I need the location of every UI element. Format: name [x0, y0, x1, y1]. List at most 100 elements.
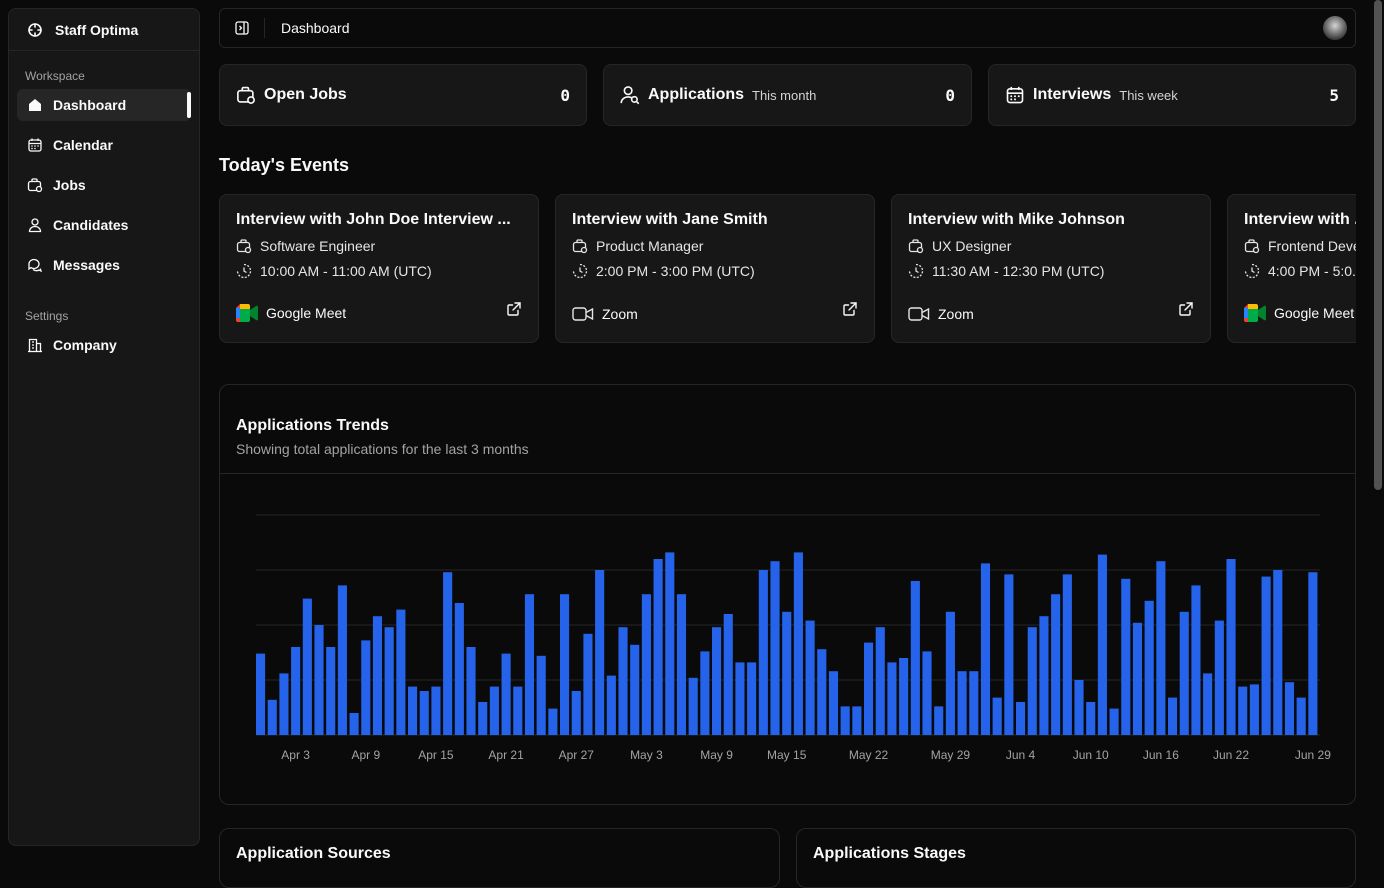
chart-bar[interactable]: [1308, 572, 1318, 735]
chart-bar[interactable]: [793, 552, 803, 735]
chart-bar[interactable]: [408, 686, 418, 735]
chart-bar[interactable]: [1168, 697, 1178, 735]
chart-bar[interactable]: [630, 644, 640, 735]
chart-bar[interactable]: [1296, 697, 1306, 735]
chart-bar[interactable]: [969, 671, 979, 735]
breadcrumb[interactable]: Dashboard: [281, 20, 350, 36]
open-meeting-link-button[interactable]: [1178, 301, 1194, 322]
chart-bar[interactable]: [922, 651, 932, 735]
chart-bar[interactable]: [840, 706, 850, 735]
chart-bar[interactable]: [1249, 684, 1259, 735]
sidebar-item-company[interactable]: Company: [17, 329, 191, 361]
chart-bar[interactable]: [443, 572, 453, 735]
chart-bar[interactable]: [641, 594, 651, 735]
chart-bar[interactable]: [770, 561, 780, 735]
chart-bar[interactable]: [501, 653, 511, 735]
chart-bar[interactable]: [454, 603, 464, 735]
chart-bar[interactable]: [1004, 574, 1014, 735]
chart-bar[interactable]: [1203, 673, 1213, 735]
open-meeting-link-button[interactable]: [842, 301, 858, 322]
chart-bar[interactable]: [256, 653, 266, 735]
brand[interactable]: Staff Optima: [9, 9, 199, 51]
chart-bar[interactable]: [595, 570, 605, 735]
chart-bar[interactable]: [536, 655, 546, 735]
chart-bar[interactable]: [1226, 559, 1236, 735]
chart-bar[interactable]: [1132, 622, 1143, 735]
chart-bar[interactable]: [700, 651, 710, 735]
chart-bar[interactable]: [1261, 576, 1271, 735]
chart-bar[interactable]: [571, 691, 581, 735]
sidebar-item-jobs[interactable]: Jobs: [17, 169, 191, 201]
chart-bar[interactable]: [864, 642, 874, 735]
chart-bar[interactable]: [583, 633, 593, 735]
events-carousel[interactable]: Interview with John Doe Interview ... Sof…: [219, 194, 1356, 344]
chart-bar[interactable]: [466, 647, 476, 735]
chart-bar[interactable]: [1027, 627, 1037, 735]
sidebar-item-candidates[interactable]: Candidates: [17, 209, 191, 241]
chart-bar[interactable]: [618, 627, 628, 735]
event-card[interactable]: Interview with Jane Smith Product Manager…: [555, 194, 875, 343]
chart-bar[interactable]: [747, 662, 757, 735]
chart-bar[interactable]: [782, 611, 792, 735]
chart-bar[interactable]: [384, 627, 394, 735]
chart-bar[interactable]: [899, 658, 909, 735]
chart-bar[interactable]: [349, 713, 359, 735]
chart-bar[interactable]: [1097, 554, 1107, 735]
chart-bar[interactable]: [934, 706, 944, 735]
chart-bar[interactable]: [1238, 686, 1248, 735]
chart-bar[interactable]: [665, 552, 675, 735]
chart-bar[interactable]: [653, 559, 663, 735]
chart-bar[interactable]: [560, 594, 570, 735]
chart-bar[interactable]: [828, 671, 839, 735]
chart-bar[interactable]: [817, 649, 827, 735]
chart-bar[interactable]: [992, 697, 1002, 735]
chart-bar[interactable]: [805, 620, 815, 735]
chart-bar[interactable]: [267, 699, 277, 735]
chart-bar[interactable]: [524, 594, 535, 735]
chart-bar[interactable]: [1016, 702, 1026, 735]
chart-bar[interactable]: [279, 673, 289, 735]
chart-bar[interactable]: [735, 662, 745, 735]
chart-bar[interactable]: [1086, 702, 1096, 735]
chart-bar[interactable]: [326, 647, 336, 735]
event-card[interactable]: Interview with John Doe Interview ... Sof…: [219, 194, 539, 343]
chart-bar[interactable]: [1062, 574, 1072, 735]
sidebar-item-messages[interactable]: Messages: [17, 249, 191, 281]
event-card[interactable]: Interview with Mike Johnson UX Designer 11…: [891, 194, 1211, 343]
chart-bar[interactable]: [1191, 585, 1201, 735]
chart-bar[interactable]: [1179, 611, 1189, 735]
sidebar-item-calendar[interactable]: Calendar: [17, 129, 191, 161]
chart-bar[interactable]: [688, 677, 698, 735]
chart-bar[interactable]: [945, 611, 955, 735]
chart-bar[interactable]: [291, 647, 301, 735]
applications-bar-chart[interactable]: Apr 3 Apr 9 Apr 15 Apr 21 Apr 27 May 3 May 9 Ma…: [220, 475, 1355, 775]
chart-bar[interactable]: [513, 686, 523, 735]
open-meeting-link-button[interactable]: [506, 301, 522, 322]
chart-bar[interactable]: [712, 627, 722, 735]
chart-bar[interactable]: [489, 686, 499, 735]
chart-bar[interactable]: [337, 585, 347, 735]
chart-bar[interactable]: [723, 614, 733, 735]
chart-bar[interactable]: [431, 686, 441, 735]
chart-bar[interactable]: [478, 702, 488, 735]
chart-bar[interactable]: [1284, 682, 1295, 735]
sidebar-toggle-button[interactable]: [220, 18, 265, 38]
chart-bar[interactable]: [396, 609, 406, 735]
chart-bar[interactable]: [419, 691, 429, 735]
chart-bar[interactable]: [606, 675, 616, 735]
chart-bar[interactable]: [1144, 600, 1154, 735]
event-card[interactable]: Interview with ... Frontend Deve... 4:00 P…: [1227, 194, 1356, 343]
chart-bar[interactable]: [980, 563, 991, 735]
chart-bar[interactable]: [372, 616, 383, 735]
chart-bar[interactable]: [1039, 616, 1049, 735]
chart-bar[interactable]: [676, 594, 687, 735]
chart-bar[interactable]: [910, 581, 920, 735]
chart-bar[interactable]: [314, 625, 324, 735]
avatar[interactable]: [1323, 16, 1347, 40]
chart-bar[interactable]: [1109, 708, 1119, 735]
chart-bar[interactable]: [1273, 570, 1283, 735]
chart-bar[interactable]: [957, 671, 967, 735]
chart-bar[interactable]: [758, 570, 768, 735]
chart-bar[interactable]: [1074, 680, 1084, 735]
chart-bar[interactable]: [852, 706, 862, 735]
